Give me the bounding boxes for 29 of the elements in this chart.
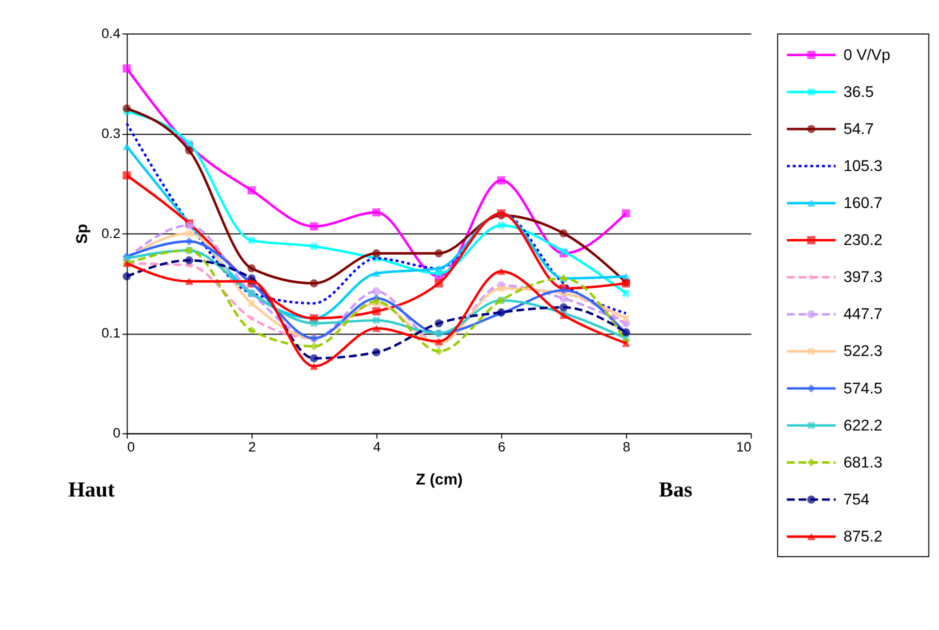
legend-label: 574.5 bbox=[843, 380, 883, 398]
legend-label: 105.3 bbox=[843, 158, 882, 175]
legend-label: 230.2 bbox=[843, 232, 882, 250]
legend-label: 875.2 bbox=[843, 528, 882, 546]
x-tick-label: 6 bbox=[498, 439, 506, 454]
y-tick-label: 0.3 bbox=[101, 126, 120, 141]
x-tick-label: 4 bbox=[373, 439, 382, 454]
y-axis-title: Sp bbox=[74, 224, 91, 244]
x-tick-label: 0 bbox=[127, 439, 136, 454]
y-tick-label: 0.1 bbox=[101, 326, 120, 341]
y-tick-label: 0.2 bbox=[101, 226, 120, 241]
x-tick-label: 2 bbox=[248, 439, 256, 454]
legend-label: 522.3 bbox=[843, 343, 882, 360]
legend-label: 754 bbox=[843, 491, 870, 508]
text: Haut bbox=[68, 478, 116, 502]
x-axis-title: Z (cm) bbox=[416, 471, 463, 488]
text: Bas bbox=[658, 478, 692, 502]
legend-label: 622.2 bbox=[843, 417, 882, 434]
y-tick-label: 0 bbox=[112, 426, 121, 441]
legend-label: 447.7 bbox=[843, 306, 882, 324]
legend-label: 54.7 bbox=[843, 120, 874, 138]
x-tick-label: 8 bbox=[622, 439, 630, 454]
legend-label: 681.3 bbox=[843, 454, 882, 472]
x-tick-label: 10 bbox=[736, 439, 752, 454]
legend-label: 397.3 bbox=[843, 269, 882, 286]
legend-label: 36.5 bbox=[843, 84, 874, 101]
y-tick-label: 0.4 bbox=[101, 26, 121, 41]
legend-label: 0 V/Vp bbox=[843, 46, 891, 64]
legend-label: 160.7 bbox=[843, 195, 882, 212]
